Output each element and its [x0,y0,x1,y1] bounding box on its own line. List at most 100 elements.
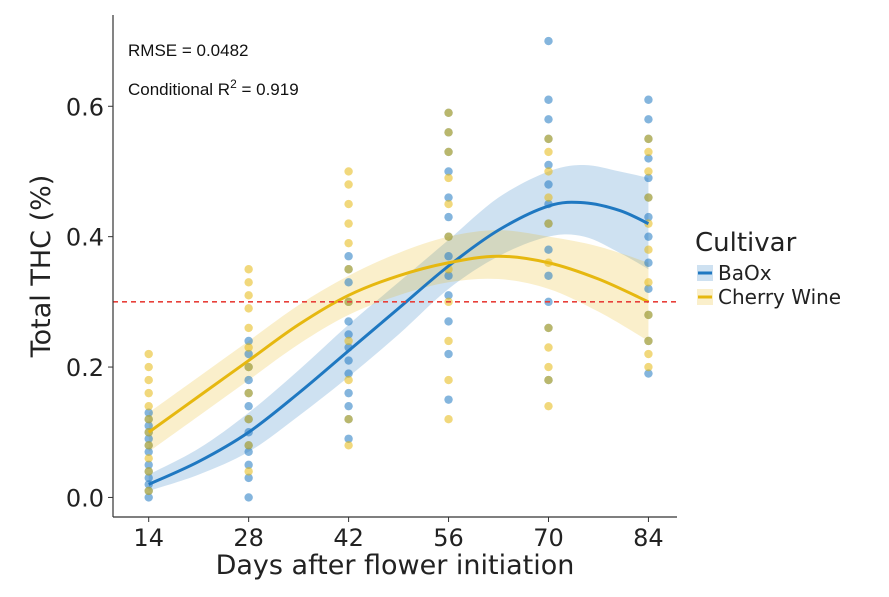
data-point-baox [644,173,653,183]
data-point-baox [544,115,553,124]
data-point-cherry-wine [144,388,153,398]
data-point-cherry-wine [144,441,153,450]
data-point-cherry-wine [644,310,653,320]
y-tick-label: 0.0 [66,484,104,512]
data-point-cherry-wine [344,238,353,248]
data-point-cherry-wine [544,343,553,352]
data-point-baox [244,493,253,502]
y-axis-label: Total THC (%) [26,175,57,359]
legend-item-cherry-wine: Cherry Wine [697,285,841,309]
data-point-baox [444,271,453,280]
r2-superscript: 2 [230,77,237,91]
legend-item-baox: BaOx [697,261,772,285]
data-point-cherry-wine [244,415,253,424]
data-point-baox [344,369,353,378]
data-point-baox [344,278,353,287]
data-point-baox [444,252,453,261]
data-point-cherry-wine [344,336,353,346]
data-point-baox [344,356,353,365]
data-point-baox [444,212,453,222]
y-tick-label: 0.2 [66,354,104,382]
x-tick-label: 84 [633,524,664,552]
data-point-baox [644,369,653,378]
data-point-baox [244,349,253,359]
data-point-cherry-wine [144,486,153,496]
data-point-baox [444,317,453,326]
rmse-annotation: RMSE = 0.0482 [128,41,249,60]
data-point-cherry-wine [544,375,553,385]
data-point-cherry-wine [344,167,353,176]
data-point-cherry-wine [544,219,553,228]
r2-prefix: Conditional R [128,80,230,99]
data-point-baox [544,160,553,170]
data-point-cherry-wine [644,167,653,176]
data-point-baox [244,447,253,457]
data-point-cherry-wine [644,245,653,254]
data-point-cherry-wine [244,343,253,352]
data-point-cherry-wine [144,467,153,476]
data-point-baox [644,284,653,294]
data-point-baox [644,95,653,104]
data-point-cherry-wine [444,147,453,157]
data-point-baox [244,460,253,470]
data-point-baox [544,245,553,254]
data-point-cherry-wine [644,362,653,372]
data-point-cherry-wine [344,441,353,450]
data-point-cherry-wine [144,415,153,424]
y-tick-label: 0.4 [66,224,104,252]
data-point-cherry-wine [144,454,153,463]
data-point-cherry-wine [544,362,553,372]
x-tick-label: 70 [533,524,564,552]
data-point-baox [344,401,353,411]
data-point-cherry-wine [544,147,553,157]
data-point-cherry-wine [144,375,153,385]
data-point-cherry-wine [444,336,453,346]
data-point-cherry-wine [344,415,353,424]
data-point-cherry-wine [244,388,253,398]
data-point-baox [444,167,453,176]
y-tick-label: 0.6 [66,93,104,121]
data-point-baox [444,349,453,359]
data-point-baox [544,271,553,280]
data-point-cherry-wine [144,401,153,411]
data-point-baox [344,330,353,339]
data-point-cherry-wine [244,362,253,372]
data-point-baox [344,252,353,261]
data-point-cherry-wine [444,232,453,241]
data-point-cherry-wine [644,349,653,359]
data-point-cherry-wine [344,180,353,189]
data-point-baox [144,447,153,457]
legend-title: Cultivar [695,228,797,258]
data-point-cherry-wine [644,193,653,202]
data-point-baox [644,232,653,241]
x-axis-label: Days after flower initiation [216,550,575,581]
legend-label-baox: BaOx [718,261,772,285]
data-point-baox [344,434,353,443]
data-point-cherry-wine [344,375,353,385]
data-point-cherry-wine [244,304,253,313]
data-point-baox [244,473,253,483]
data-point-cherry-wine [444,108,453,117]
data-point-cherry-wine [244,278,253,287]
data-point-baox [544,95,553,104]
data-point-cherry-wine [544,167,553,176]
data-point-cherry-wine [544,323,553,333]
data-point-cherry-wine [544,134,553,144]
data-point-baox [144,421,153,430]
data-point-baox [444,193,453,202]
data-point-baox [444,291,453,300]
data-point-cherry-wine [444,415,453,424]
data-point-cherry-wine [244,291,253,300]
data-point-baox [244,401,253,411]
data-point-baox [244,336,253,346]
data-point-cherry-wine [444,199,453,209]
data-point-baox [644,154,653,163]
data-point-baox [344,388,353,398]
data-point-cherry-wine [344,265,353,274]
data-point-baox [544,36,553,46]
data-point-baox [144,493,153,502]
data-point-cherry-wine [344,219,353,228]
x-tick-label: 56 [433,524,464,552]
